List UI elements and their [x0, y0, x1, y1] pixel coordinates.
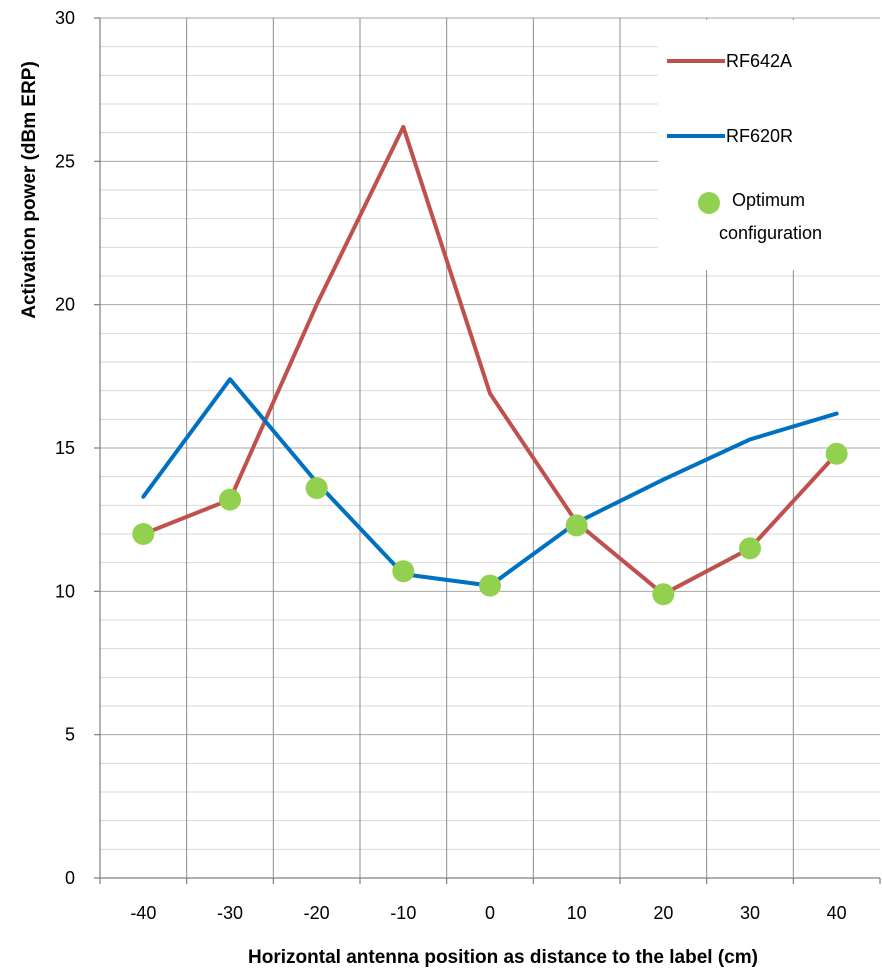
y-tick-label: 5: [65, 725, 75, 745]
x-tick-label: -30: [217, 903, 243, 923]
optimum-point: [392, 560, 415, 583]
x-tick-label: -40: [130, 903, 156, 923]
optimum-point: [739, 537, 761, 560]
x-axis-title: Horizontal antenna position as distance …: [248, 947, 758, 968]
optimum-point: [305, 477, 328, 500]
legend-label-rf642a: RF642A: [726, 51, 792, 71]
y-tick-label: 20: [55, 295, 75, 315]
series-line-rf620r: [141, 377, 839, 588]
legend-swatch-optimum: [698, 192, 720, 214]
series: [132, 124, 848, 606]
x-tick-label: -20: [304, 903, 330, 923]
y-axis-title: Activation power (dBm ERP): [19, 61, 40, 319]
legend: RF642A RF620R Optimum configuration: [658, 20, 880, 270]
x-tick-label: 40: [827, 903, 847, 923]
tick-labels: 0 5 10 15 20 25 30 -40 -30 -20 -10 0 10 20 30 40: [55, 8, 847, 923]
optimum-point: [652, 583, 675, 606]
y-tick-label: 0: [65, 868, 75, 888]
y-tick-label: 25: [55, 151, 75, 171]
axes: [94, 17, 881, 884]
optimum-point: [219, 488, 241, 511]
optimum-point: [565, 514, 588, 537]
optimum-point: [479, 574, 501, 597]
x-tick-label: -10: [390, 903, 416, 923]
x-tick-label: 30: [740, 903, 760, 923]
optimum-point: [825, 442, 848, 465]
x-tick-label: 0: [485, 903, 495, 923]
y-tick-label: 30: [55, 8, 75, 28]
legend-label-rf620r: RF620R: [726, 126, 793, 146]
legend-label-optimum: Optimum configuration: [719, 190, 822, 243]
y-tick-label: 15: [55, 438, 75, 458]
x-tick-label: 10: [567, 903, 587, 923]
series-line-rf642a: [141, 124, 839, 597]
y-tick-label: 10: [55, 581, 75, 601]
optimum-point: [132, 523, 155, 545]
x-tick-label: 20: [653, 903, 673, 923]
